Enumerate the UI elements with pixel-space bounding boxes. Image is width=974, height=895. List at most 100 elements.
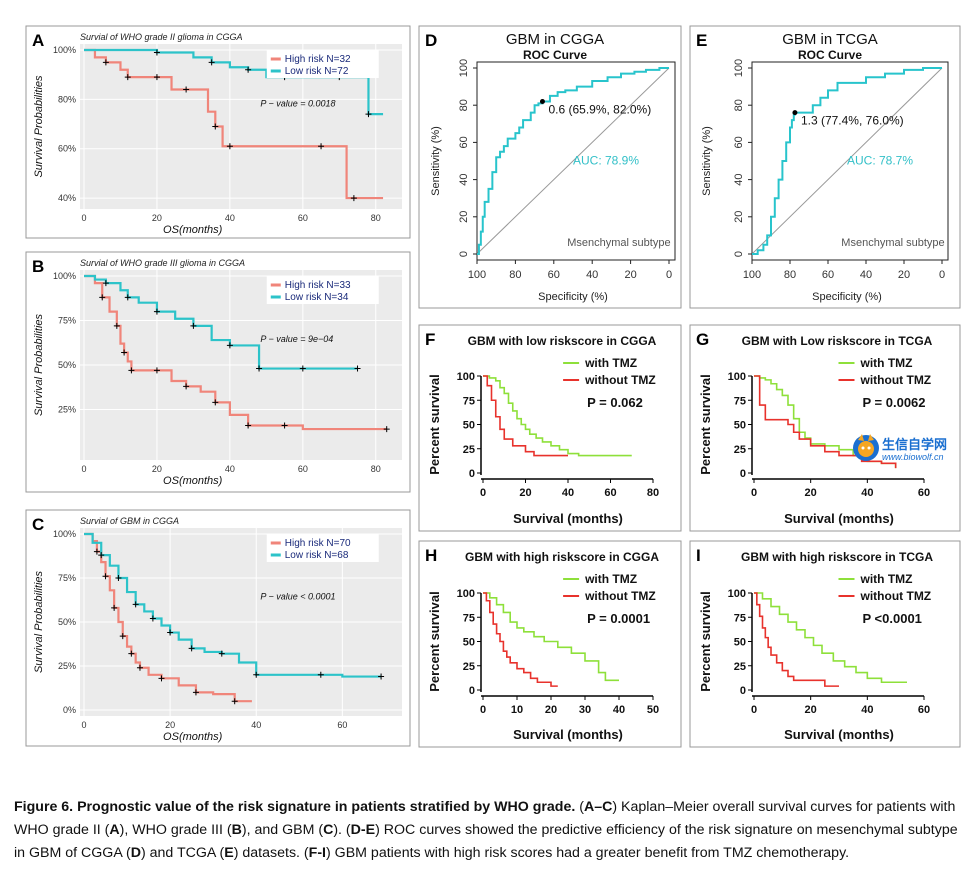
- legend-label: with TMZ: [584, 572, 637, 586]
- censor-mark: [153, 308, 160, 315]
- panel-frame: [689, 25, 961, 309]
- panel-title: GBM with high riskscore in TCGA: [741, 550, 933, 564]
- censor-mark: [183, 383, 190, 390]
- caption-part: A–C: [583, 799, 613, 815]
- legend-label: without TMZ: [860, 589, 932, 603]
- y-tick-label: 0: [469, 468, 475, 480]
- censor-mark: [115, 575, 122, 581]
- watermark-url: www.biowolf.cn: [882, 452, 944, 462]
- legend-label: High risk N=33: [285, 280, 351, 291]
- x-tick-label: 40: [861, 704, 873, 716]
- p-value: P − value < 0.0001: [260, 591, 335, 601]
- series-line-low-risk: [84, 532, 382, 678]
- y-axis-label: Percent survival: [427, 591, 442, 691]
- caption-title: Figure 6. Prognostic value of the risk s…: [14, 799, 576, 815]
- y-tick-label: 80: [733, 99, 745, 111]
- panel-subtitle: ROC Curve: [798, 48, 862, 62]
- censor-mark: [149, 615, 156, 622]
- legend-label: High risk N=32: [285, 54, 351, 65]
- censor-mark: [231, 698, 238, 705]
- series-line-high-risk: [84, 532, 252, 703]
- censor-mark: [354, 365, 361, 372]
- censor-mark: [226, 342, 233, 349]
- y-tick-label: 40: [458, 173, 470, 185]
- panel-subtitle: ROC Curve: [523, 48, 587, 62]
- y-tick-label: 100: [457, 588, 475, 600]
- censor-mark: [132, 601, 139, 608]
- x-tick-label: 80: [784, 269, 796, 281]
- p-value: P − value = 0.0018: [260, 99, 335, 109]
- x-tick-label: 0: [751, 704, 757, 716]
- subtype-note: Msenchymal subtype: [841, 237, 944, 249]
- censor-mark: [167, 629, 174, 636]
- x-tick-label: 0: [480, 487, 486, 499]
- censor-mark: [102, 573, 109, 580]
- censor-mark: [383, 426, 390, 433]
- censor-mark: [124, 74, 131, 81]
- y-tick-label: 25: [734, 444, 746, 456]
- legend-label: Low risk N=68: [285, 550, 349, 561]
- x-tick-label: 20: [519, 487, 531, 499]
- x-tick-label: 30: [579, 704, 591, 716]
- censor-mark: [299, 365, 306, 372]
- y-tick-label: 0: [740, 468, 746, 480]
- y-tick-label: 100: [457, 371, 475, 383]
- censor-mark: [218, 650, 225, 657]
- series-line-without-tmz: [483, 592, 558, 687]
- x-tick-label: 20: [624, 269, 636, 281]
- survival-panel-I: I GBM with high riskscore in TCGA 0 25 50 75 1…: [689, 540, 961, 748]
- caption-part: ), WHO grade III (: [119, 822, 232, 838]
- x-tick-label: 60: [822, 269, 834, 281]
- x-tick-label: 100: [468, 269, 486, 281]
- figure-canvas: A Survial of WHO grade II glioma in CGGA 4…: [25, 25, 961, 748]
- x-tick-label: 50: [647, 704, 659, 716]
- km-panel-C: C Survial of GBM in CGGA 0% 25% 50% 75% 100% 0 2…: [25, 509, 411, 747]
- censor-mark: [153, 74, 160, 81]
- x-tick-label: 60: [298, 213, 308, 223]
- y-tick-label: 75%: [58, 316, 76, 326]
- p-value: P = 0.0062: [863, 395, 926, 410]
- series-line-without-tmz: [754, 375, 897, 469]
- y-tick-label: 25: [463, 444, 475, 456]
- censor-mark: [136, 664, 143, 671]
- censor-mark: [102, 280, 109, 287]
- y-axis-label: Percent survival: [698, 591, 713, 691]
- y-tick-label: 50: [734, 420, 746, 432]
- censor-mark: [253, 671, 260, 678]
- series-line-without-tmz: [754, 592, 839, 687]
- x-axis-label: Survival (months): [784, 727, 894, 742]
- caption-part: A: [109, 822, 120, 838]
- y-tick-label: 75: [463, 612, 475, 624]
- legend-label: with TMZ: [860, 572, 913, 586]
- x-tick-label: 0: [480, 704, 486, 716]
- censor-mark: [208, 59, 215, 66]
- y-axis-label: Sensitivity (%): [701, 126, 713, 196]
- y-axis-label: Survival Probabilities: [33, 313, 45, 416]
- x-tick-label: 40: [613, 704, 625, 716]
- x-axis-label: OS(months): [163, 731, 223, 743]
- x-axis-label: Specificity (%): [812, 291, 882, 303]
- panel-letter: H: [425, 546, 437, 565]
- p-value: P − value = 9e−04: [260, 334, 333, 344]
- legend-box: [266, 534, 379, 562]
- plot-border: [476, 61, 676, 261]
- caption-part: ), and GBM (: [241, 822, 324, 838]
- legend-label: with TMZ: [584, 356, 637, 370]
- y-tick-label: 60: [733, 136, 745, 148]
- threshold-point: [792, 110, 798, 116]
- panel-title: GBM with low riskscore in CGGA: [468, 334, 657, 348]
- caption-part: ) ROC curves showed the predictive effic…: [14, 822, 958, 861]
- censor-mark: [99, 294, 106, 301]
- censor-mark: [212, 399, 219, 406]
- y-tick-label: 100%: [53, 45, 76, 55]
- x-tick-label: 40: [562, 487, 574, 499]
- x-tick-label: 80: [647, 487, 659, 499]
- x-tick-label: 20: [152, 464, 162, 474]
- legend-box: [266, 276, 379, 304]
- x-tick-label: 40: [861, 487, 873, 499]
- legend-label: High risk N=70: [285, 538, 351, 549]
- y-tick-label: 75: [463, 395, 475, 407]
- panel-frame: [689, 324, 961, 532]
- y-tick-label: 20: [458, 211, 470, 223]
- x-tick-label: 20: [545, 704, 557, 716]
